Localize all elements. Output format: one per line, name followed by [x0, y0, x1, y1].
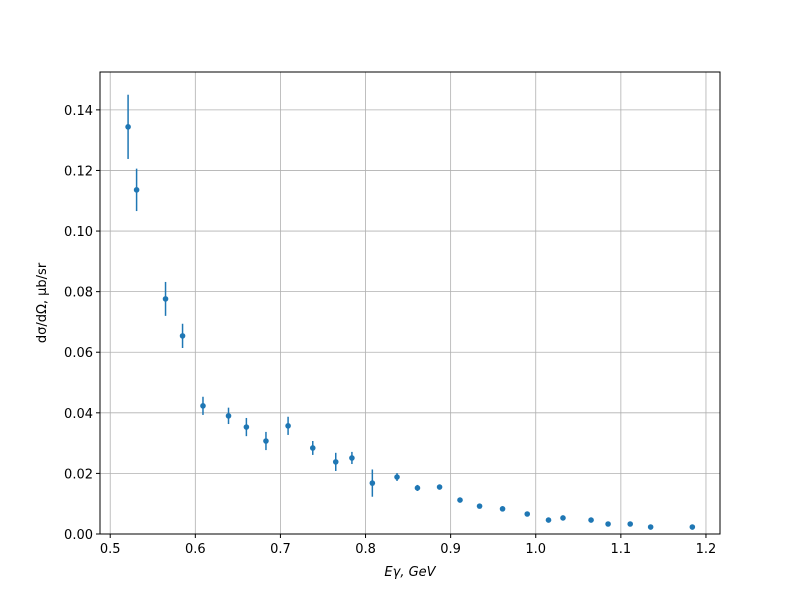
- x-tick-label: 1.1: [611, 542, 632, 557]
- data-point: [499, 506, 506, 512]
- x-tick-label: 0.8: [355, 542, 376, 557]
- data-point: [133, 187, 140, 193]
- x-tick-label: 1.2: [696, 542, 717, 557]
- x-tick-label: 0.7: [270, 542, 291, 557]
- x-tick-label: 0.6: [185, 542, 206, 557]
- data-point: [627, 521, 634, 527]
- y-tick-label: 0.08: [64, 286, 93, 301]
- x-tick-label: 1.0: [525, 542, 546, 557]
- data-point: [200, 403, 206, 409]
- x-tick-label: 0.9: [440, 542, 461, 557]
- data-point: [524, 511, 531, 517]
- y-tick-label: 0.06: [64, 346, 93, 361]
- data-point: [162, 296, 169, 302]
- data-point: [225, 413, 232, 419]
- y-tick-label: 0.02: [64, 467, 93, 482]
- plot-frame: [99, 71, 721, 535]
- y-tick-label: 0.04: [64, 407, 93, 422]
- data-point: [605, 521, 611, 527]
- data-point: [309, 445, 316, 451]
- y-tick-label: 0.10: [64, 225, 93, 240]
- data-point: [545, 517, 552, 523]
- data-point: [476, 503, 483, 509]
- data-point: [285, 423, 291, 429]
- data-point: [414, 485, 421, 491]
- data-point: [125, 124, 131, 130]
- y-tick-label: 0.12: [64, 164, 93, 179]
- data-point: [263, 438, 269, 444]
- data-point: [243, 424, 250, 430]
- data-point: [332, 459, 339, 465]
- data-point: [457, 497, 463, 503]
- x-tick-label: 0.5: [100, 542, 121, 557]
- data-point: [394, 474, 400, 480]
- data-point: [647, 524, 654, 530]
- y-tick-label: 0.00: [64, 528, 93, 543]
- x-axis-label: Eγ, GeV: [384, 565, 436, 580]
- data-point: [689, 524, 696, 530]
- data-point: [369, 480, 376, 486]
- data-point: [179, 333, 186, 339]
- y-axis-label: dσ/dΩ, μb/sr: [35, 262, 50, 343]
- y-tick-label: 0.14: [64, 104, 93, 119]
- data-point: [560, 515, 566, 521]
- data-point: [588, 517, 594, 523]
- data-point: [349, 455, 355, 461]
- data-point: [436, 484, 443, 490]
